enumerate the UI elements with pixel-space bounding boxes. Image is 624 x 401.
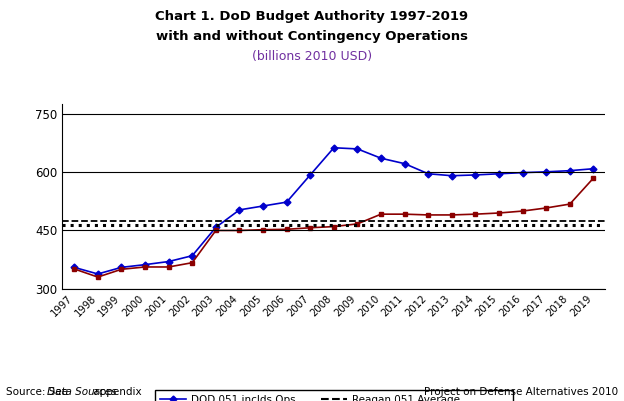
Text: Project on Defense Alternatives 2010: Project on Defense Alternatives 2010 (424, 387, 618, 397)
DOD 051 Base Budget (260, 227, 267, 232)
DOD 051 Base Budget (542, 206, 550, 211)
DOD 051 inclds Ops (590, 166, 597, 171)
Text: (billions 2010 USD): (billions 2010 USD) (252, 50, 372, 63)
DOD 051 Base Budget (71, 267, 78, 271)
DOD 051 inclds Ops (118, 265, 125, 270)
DOD 051 inclds Ops (542, 170, 550, 174)
DOD 051 inclds Ops (519, 170, 527, 175)
DOD 051 Base Budget (306, 225, 314, 230)
DOD 051 Base Budget (141, 265, 149, 269)
DOD 051 Base Budget (378, 212, 385, 217)
Text: Chart 1. DoD Budget Authority 1997-2019: Chart 1. DoD Budget Authority 1997-2019 (155, 10, 469, 23)
Text: Source: See: Source: See (6, 387, 72, 397)
DOD 051 Base Budget (212, 228, 220, 233)
DOD 051 Base Budget (401, 212, 408, 217)
DOD 051 inclds Ops (495, 171, 503, 176)
DOD 051 inclds Ops (94, 271, 102, 276)
DOD 051 inclds Ops (212, 225, 220, 230)
DOD 051 Base Budget (424, 213, 432, 217)
DOD 051 inclds Ops (566, 168, 573, 173)
DOD 051 inclds Ops (141, 262, 149, 267)
Line: DOD 051 inclds Ops: DOD 051 inclds Ops (72, 145, 596, 276)
Text: with and without Contingency Operations: with and without Contingency Operations (156, 30, 468, 43)
DOD 051 Base Budget (519, 209, 527, 213)
DOD 051 inclds Ops (424, 171, 432, 176)
DOD 051 Base Budget (448, 213, 456, 217)
DOD 051 inclds Ops (283, 200, 290, 205)
DOD 051 inclds Ops (472, 172, 479, 177)
DOD 051 inclds Ops (330, 145, 338, 150)
DOD 051 Base Budget (165, 265, 172, 269)
DOD 051 inclds Ops (165, 259, 172, 264)
DOD 051 Base Budget (236, 228, 243, 233)
DOD 051 Base Budget (590, 176, 597, 180)
DOD 051 Base Budget (330, 224, 338, 229)
DOD 051 inclds Ops (260, 204, 267, 209)
DOD 051 Base Budget (472, 212, 479, 217)
DOD 051 inclds Ops (306, 172, 314, 177)
DOD 051 inclds Ops (378, 156, 385, 161)
DOD 051 Base Budget (283, 227, 290, 232)
DOD 051 Base Budget (495, 211, 503, 215)
Line: DOD 051 Base Budget: DOD 051 Base Budget (72, 176, 595, 279)
DOD 051 Base Budget (566, 202, 573, 207)
Legend: DOD 051 inclds Ops, DOD 051 Base Budget, Reagan 051 Average, Vietnam High Tide 1: DOD 051 inclds Ops, DOD 051 Base Budget,… (155, 390, 513, 401)
DOD 051 inclds Ops (71, 265, 78, 270)
DOD 051 inclds Ops (354, 146, 361, 151)
DOD 051 inclds Ops (401, 161, 408, 166)
DOD 051 inclds Ops (448, 173, 456, 178)
DOD 051 Base Budget (94, 275, 102, 279)
Text: appendix: appendix (90, 387, 142, 397)
DOD 051 inclds Ops (236, 207, 243, 212)
Text: Data Sources: Data Sources (47, 387, 116, 397)
DOD 051 Base Budget (188, 260, 196, 265)
DOD 051 inclds Ops (188, 253, 196, 258)
DOD 051 Base Budget (118, 267, 125, 272)
DOD 051 Base Budget (354, 221, 361, 226)
